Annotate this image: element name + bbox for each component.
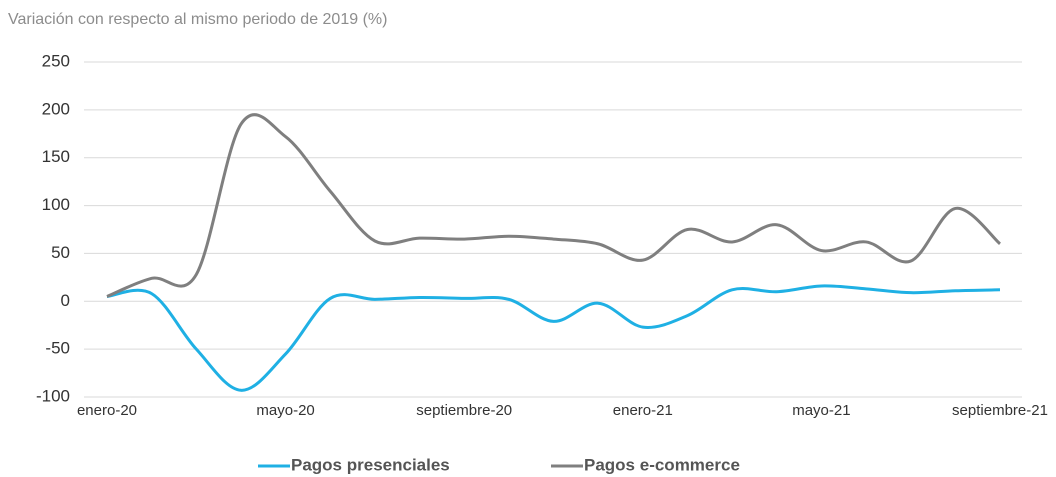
line-series — [106, 284, 1001, 392]
y-tick-label: -50 — [45, 339, 70, 358]
y-tick-label: 150 — [42, 147, 70, 166]
x-tick-label: mayo-20 — [256, 402, 314, 419]
legend-label: Pagos presenciales — [291, 455, 450, 474]
y-tick-label: 50 — [51, 243, 70, 262]
x-tick-label: septiembre-21 — [952, 402, 1048, 419]
x-tick-label: septiembre-20 — [416, 402, 512, 419]
y-tick-label: -100 — [36, 386, 70, 405]
y-tick-label: 0 — [61, 291, 70, 310]
y-tick-label: 100 — [42, 195, 70, 214]
x-tick-label: enero-20 — [77, 402, 137, 419]
y-tick-label: 250 — [42, 51, 70, 70]
x-tick-label: mayo-21 — [792, 402, 850, 419]
chart-subtitle: Variación con respecto al mismo periodo … — [8, 11, 387, 28]
x-tick-label: enero-21 — [613, 402, 673, 419]
line-series — [106, 113, 1002, 298]
legend-label: Pagos e-commerce — [584, 455, 740, 474]
y-tick-label: 200 — [42, 99, 70, 118]
